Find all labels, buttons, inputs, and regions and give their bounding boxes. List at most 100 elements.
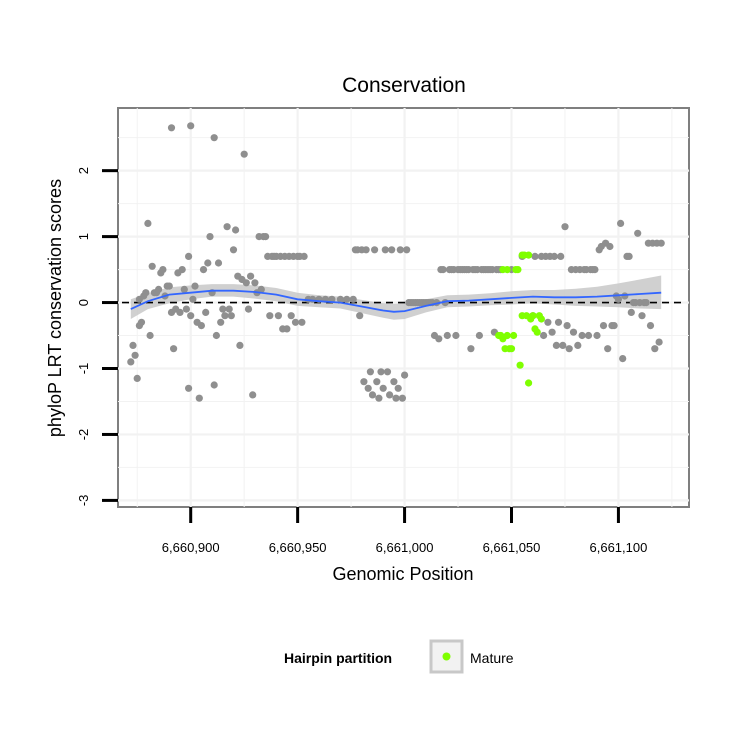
data-point — [204, 259, 212, 267]
data-point — [371, 246, 379, 254]
data-point — [377, 368, 385, 376]
data-point — [388, 246, 396, 254]
data-point — [221, 312, 229, 320]
data-point — [178, 266, 186, 274]
data-point — [242, 279, 250, 287]
data-point — [443, 331, 451, 340]
data-point — [247, 272, 255, 280]
data-point — [148, 262, 156, 270]
data-point — [565, 345, 573, 353]
data-point — [217, 318, 225, 326]
data-point — [540, 331, 548, 340]
mature-point — [507, 345, 516, 353]
data-point — [251, 279, 259, 287]
data-point — [155, 285, 163, 293]
legend: Hairpin partition Mature — [284, 639, 514, 674]
data-point — [257, 285, 265, 293]
data-point — [142, 289, 150, 297]
data-point — [625, 252, 633, 260]
data-point — [360, 378, 368, 386]
data-point — [214, 259, 223, 267]
y-axis-title: phyloP LRT conservation scores — [45, 179, 65, 437]
data-point — [390, 378, 398, 386]
data-point — [394, 384, 402, 392]
chart-title: Conservation — [342, 74, 466, 97]
mature-point — [529, 312, 537, 320]
data-point — [386, 391, 394, 399]
smooth-line — [130, 289, 662, 313]
y-tick-label: 0 — [76, 299, 91, 306]
data-point — [563, 322, 571, 330]
data-point — [552, 341, 561, 349]
data-point — [309, 295, 317, 303]
data-point — [182, 305, 190, 313]
data-point — [366, 368, 374, 376]
data-point — [531, 252, 539, 260]
data-point — [364, 384, 372, 392]
x-axis: 6,660,900 6,660,950 6,661,000 6,661,050 6,66… — [162, 507, 648, 555]
data-point — [212, 331, 220, 340]
y-tick-label: -1 — [76, 363, 91, 375]
y-tick-label: -3 — [76, 495, 91, 507]
data-point — [210, 381, 218, 389]
data-point — [170, 345, 178, 353]
data-point — [439, 266, 447, 274]
data-point — [266, 312, 274, 320]
data-point — [435, 335, 443, 343]
data-point — [569, 328, 578, 336]
data-point — [621, 292, 629, 300]
data-point — [610, 322, 618, 330]
data-point — [210, 134, 218, 142]
data-point — [165, 282, 173, 290]
data-point — [146, 331, 154, 340]
mature-point — [503, 266, 511, 274]
legend-mature-icon — [442, 652, 451, 661]
data-point — [657, 239, 665, 247]
data-point — [274, 312, 282, 320]
data-point — [646, 322, 655, 330]
data-point — [187, 312, 195, 320]
legend-title: Hairpin partition — [284, 650, 392, 666]
data-point — [262, 233, 270, 241]
mature-point — [514, 266, 522, 274]
data-point — [336, 295, 344, 303]
data-point — [191, 282, 199, 290]
data-point — [548, 328, 556, 336]
data-point — [634, 229, 642, 237]
data-point — [244, 305, 253, 313]
data-point — [167, 124, 176, 132]
data-point — [356, 312, 364, 320]
data-point — [232, 226, 240, 234]
data-point — [584, 331, 593, 340]
data-point — [401, 371, 409, 379]
data-point — [381, 246, 389, 254]
data-point — [187, 122, 195, 130]
data-point — [176, 308, 184, 316]
y-tick-label: 2 — [76, 167, 91, 174]
data-point — [206, 233, 214, 241]
data-point — [137, 318, 146, 326]
data-point — [398, 394, 406, 402]
x-tick-label: 6,661,000 — [376, 540, 434, 555]
data-point — [614, 295, 623, 303]
data-point — [189, 295, 197, 303]
data-point — [452, 331, 460, 340]
data-point — [638, 312, 646, 320]
data-point — [195, 394, 203, 402]
x-tick-label: 6,660,950 — [269, 540, 327, 555]
legend-mature-label: Mature — [470, 650, 514, 666]
mature-point — [537, 315, 546, 323]
data-point — [185, 384, 193, 392]
data-point — [383, 368, 392, 376]
x-tick-label: 6,660,900 — [162, 540, 220, 555]
data-point — [144, 219, 152, 227]
mature-point — [525, 379, 533, 387]
smooth-line-path — [130, 289, 662, 313]
data-point — [225, 305, 233, 313]
data-point — [599, 322, 608, 330]
data-point — [392, 394, 400, 402]
data-point — [655, 338, 663, 346]
data-point — [557, 252, 565, 260]
data-point — [373, 378, 381, 386]
x-tick-label: 6,661,100 — [590, 540, 648, 555]
